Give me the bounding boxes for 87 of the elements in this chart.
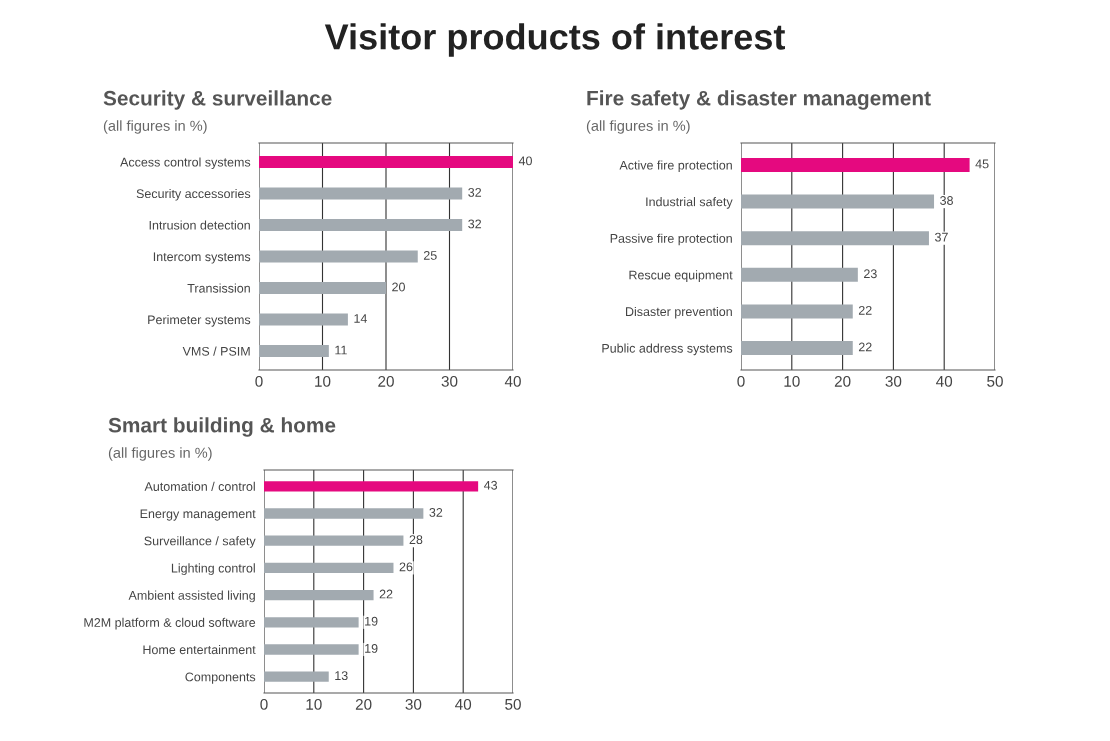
data-label: 22 <box>858 305 872 315</box>
data-label: 38 <box>940 196 953 205</box>
y-tick-label: Components <box>185 672 256 684</box>
y-tick-label: Security accessories <box>136 188 251 201</box>
data-label: 32 <box>429 508 443 517</box>
x-tick-label: 30 <box>441 375 458 387</box>
y-tick-label: Transission <box>187 283 250 293</box>
y-tick-label: Passive fire protection <box>610 233 732 246</box>
bar <box>264 481 479 492</box>
x-tick-label: 50 <box>987 375 1003 387</box>
x-tick-label: 20 <box>378 375 394 387</box>
x-tick-label: 30 <box>405 698 422 710</box>
chart-title: Security & surveillance <box>103 90 332 110</box>
bar <box>259 282 386 295</box>
chart-subtitle: (all figures in %) <box>586 120 690 134</box>
y-tick-label: M2M platform & cloud software <box>84 617 256 630</box>
x-tick-label: 0 <box>737 375 745 387</box>
bar <box>259 155 513 168</box>
y-tick-label: Intrusion detection <box>149 220 250 230</box>
x-tick-label: 40 <box>504 375 521 387</box>
x-tick-label: 40 <box>936 375 953 387</box>
x-tick-label: 0 <box>255 375 263 387</box>
data-label: 40 <box>518 156 532 166</box>
chart-subtitle: (all figures in %) <box>108 447 212 461</box>
x-tick-label: 40 <box>455 698 472 710</box>
x-tick-label: 20 <box>355 698 372 710</box>
bar <box>259 250 418 263</box>
data-label: 22 <box>858 342 872 352</box>
chart-subtitle: (all figures in %) <box>103 120 207 134</box>
y-tick-label: Automation / control <box>144 481 255 491</box>
chart-title: Fire safety & disaster management <box>587 90 931 110</box>
chart-title: Smart building & home <box>108 417 336 437</box>
bar <box>259 345 329 358</box>
bar <box>741 158 970 172</box>
bar <box>264 671 329 682</box>
bar <box>741 231 929 246</box>
data-label: 37 <box>934 232 948 242</box>
text: Visitor products of interest <box>324 23 785 57</box>
y-tick-label: VMS / PSIM <box>182 346 250 356</box>
bar <box>264 589 374 601</box>
y-tick-label: Perimeter systems <box>148 315 251 327</box>
data-label: 23 <box>864 269 877 279</box>
y-tick-label: Industrial safety <box>646 197 733 209</box>
bar <box>264 508 424 519</box>
data-label: 22 <box>379 589 393 599</box>
bar <box>264 562 394 574</box>
bar <box>741 194 935 209</box>
data-label: 43 <box>483 480 498 490</box>
y-tick-label: Home entertainment <box>143 644 256 655</box>
data-label: 20 <box>392 282 405 292</box>
x-tick-label: 20 <box>834 375 851 387</box>
data-label: 14 <box>354 314 367 323</box>
data-label: 32 <box>468 219 482 229</box>
x-tick-label: 0 <box>260 698 268 710</box>
bar <box>259 313 348 326</box>
bar <box>264 617 359 628</box>
x-tick-label: 50 <box>505 698 521 710</box>
y-tick-label: Surveillance / safety <box>144 536 256 548</box>
x-tick-label: 10 <box>306 698 322 710</box>
data-label: 45 <box>975 159 989 169</box>
data-label: 26 <box>399 562 413 572</box>
bar <box>264 644 359 655</box>
x-tick-label: 30 <box>885 375 902 387</box>
data-label: 13 <box>335 671 348 681</box>
y-tick-label: Active fire protection <box>619 160 732 173</box>
data-label: 19 <box>365 643 378 653</box>
bar <box>264 535 404 546</box>
y-tick-label: Intercom systems <box>153 252 251 264</box>
data-label: 25 <box>423 251 437 260</box>
x-tick-label: 10 <box>315 375 331 387</box>
y-tick-label: Access control systems <box>120 157 251 170</box>
bar <box>259 218 463 231</box>
y-tick-label: Energy management <box>140 509 256 521</box>
data-label: 28 <box>409 535 423 545</box>
y-tick-label: Public address systems <box>602 343 733 356</box>
bar <box>741 341 853 355</box>
y-tick-label: Disaster prevention <box>626 306 732 319</box>
bar <box>259 187 463 200</box>
x-tick-label: 10 <box>784 375 800 387</box>
data-label: 19 <box>365 616 378 626</box>
data-label: 32 <box>468 187 482 197</box>
y-tick-label: Ambient assisted living <box>128 590 255 603</box>
y-tick-label: Lighting control <box>171 563 255 576</box>
bar <box>741 267 858 282</box>
bar <box>741 304 853 319</box>
y-tick-label: Rescue equipment <box>629 270 733 282</box>
data-label: 11 <box>335 345 347 355</box>
